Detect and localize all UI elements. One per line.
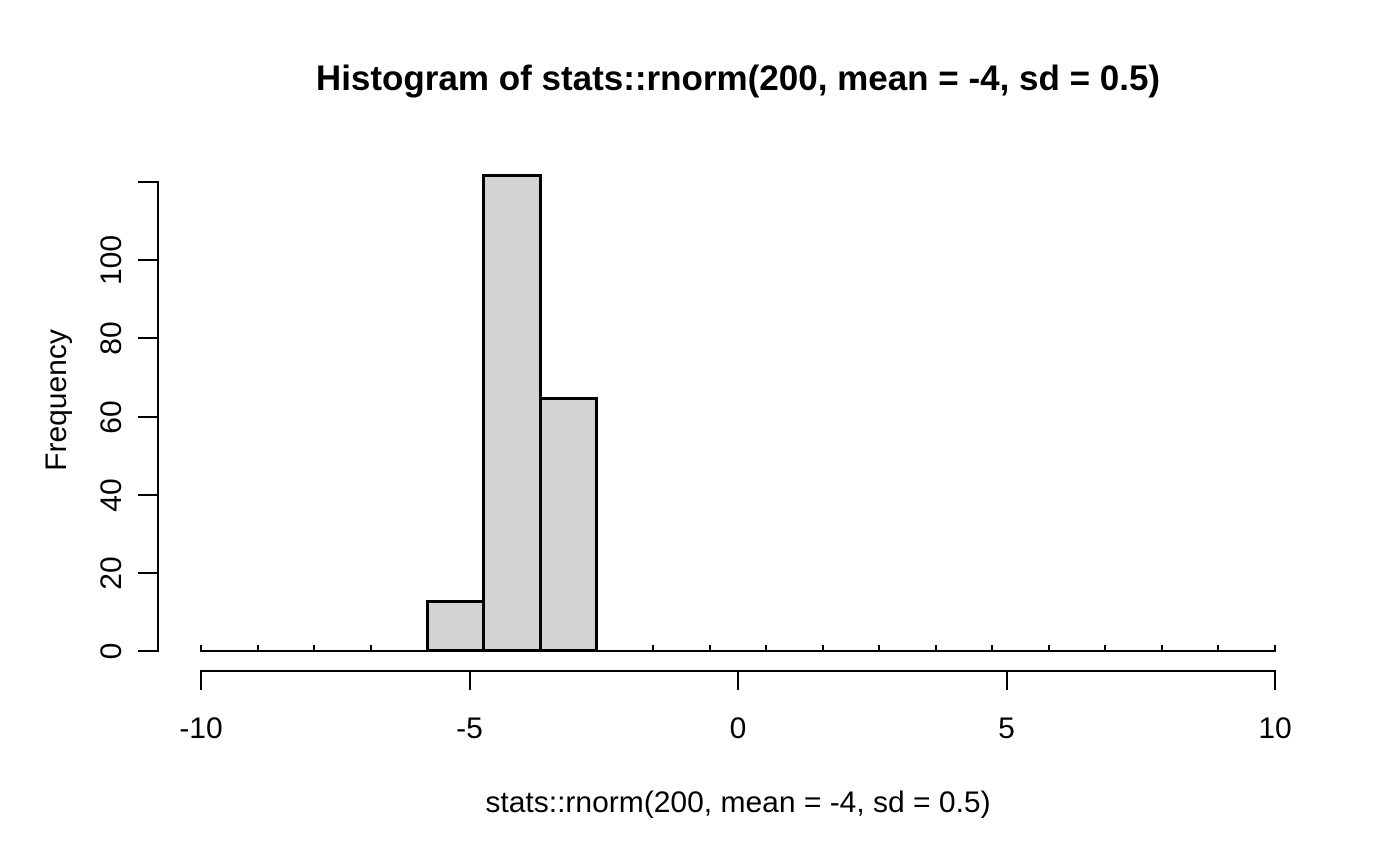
histogram-bar	[425, 600, 486, 652]
bin-edge-mark	[1104, 645, 1107, 651]
bin-edge-mark	[256, 645, 259, 651]
x-axis-title: stats::rnorm(200, mean = -4, sd = 0.5)	[485, 786, 991, 819]
x-tick-label: 0	[729, 712, 747, 745]
y-tick-label: 100	[95, 235, 128, 286]
x-tick-label: 5	[998, 712, 1015, 745]
histogram-baseline	[200, 650, 1276, 652]
y-tick-label: 20	[95, 556, 128, 590]
bin-edge-mark	[1047, 645, 1050, 651]
x-tick	[200, 670, 202, 690]
bin-edge-mark	[313, 645, 316, 651]
bin-edge-mark	[878, 645, 881, 651]
x-tick	[1274, 670, 1276, 690]
bin-edge-mark	[652, 645, 655, 651]
y-axis-title: Frequency	[40, 329, 73, 471]
bin-edge-mark	[1217, 645, 1220, 651]
y-axis-line	[157, 181, 159, 652]
y-tick	[138, 181, 158, 183]
bin-edge-mark	[765, 645, 768, 651]
bin-edge-mark	[1160, 645, 1163, 651]
bin-edge-mark	[821, 645, 824, 651]
bin-edge-mark	[991, 645, 994, 651]
histogram-bar	[482, 174, 542, 652]
y-tick-label: 40	[95, 477, 128, 512]
x-tick	[737, 670, 739, 690]
histogram-bar	[538, 396, 599, 652]
y-tick-label: 0	[95, 642, 128, 660]
bin-edge-mark	[369, 645, 372, 651]
y-tick-label: 80	[95, 321, 128, 356]
y-tick	[138, 650, 158, 652]
y-tick	[138, 415, 158, 418]
x-tick-label: 10	[1258, 712, 1292, 745]
x-tick	[468, 670, 471, 690]
bin-edge-mark	[934, 645, 937, 651]
bin-edge-mark	[1274, 645, 1276, 651]
chart-title: Histogram of stats::rnorm(200, mean = -4…	[315, 59, 1161, 98]
bin-edge-mark	[708, 645, 711, 651]
x-tick-label: -5	[456, 712, 483, 745]
y-tick	[138, 259, 158, 262]
y-tick	[138, 493, 158, 496]
y-tick	[138, 571, 158, 574]
x-tick-label: -10	[179, 712, 223, 745]
y-tick-label: 60	[95, 399, 128, 434]
y-tick	[138, 337, 158, 340]
bin-edge-mark	[200, 645, 202, 651]
x-tick	[1005, 670, 1008, 690]
